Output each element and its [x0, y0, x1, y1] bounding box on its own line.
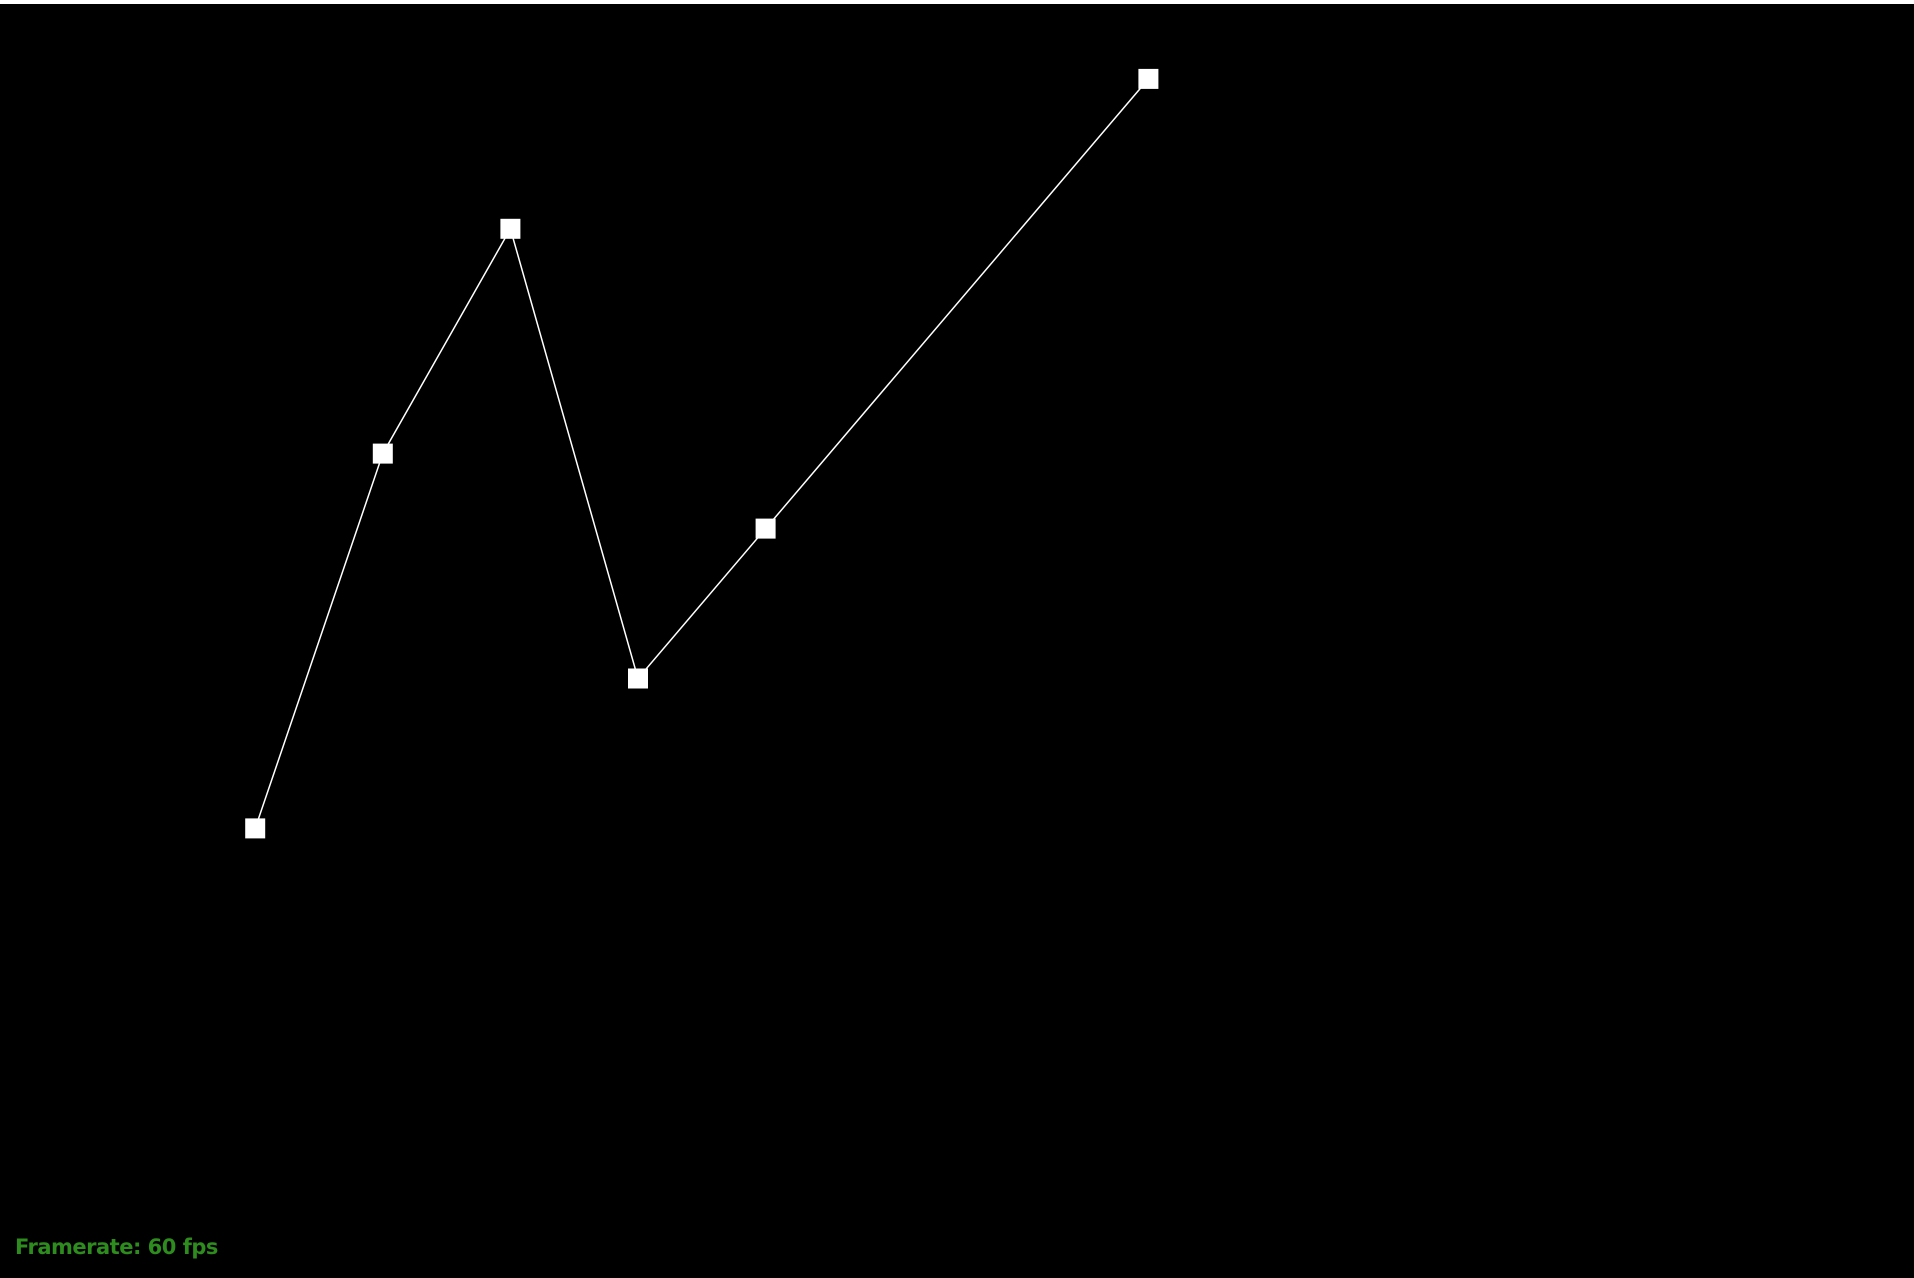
control-point-3[interactable]	[500, 218, 521, 239]
drawing-canvas[interactable]	[0, 4, 1914, 1278]
control-point-2[interactable]	[372, 443, 393, 464]
control-point-5[interactable]	[755, 518, 776, 539]
framerate-label: Framerate: 60 fps	[15, 1235, 218, 1259]
app-window: Framerate: 60 fps	[0, 4, 1914, 1278]
control-point-4[interactable]	[628, 668, 648, 689]
control-points	[245, 68, 1159, 839]
control-point-1[interactable]	[245, 818, 266, 839]
control-polyline	[254, 78, 1149, 829]
control-point-6[interactable]	[1138, 68, 1159, 89]
